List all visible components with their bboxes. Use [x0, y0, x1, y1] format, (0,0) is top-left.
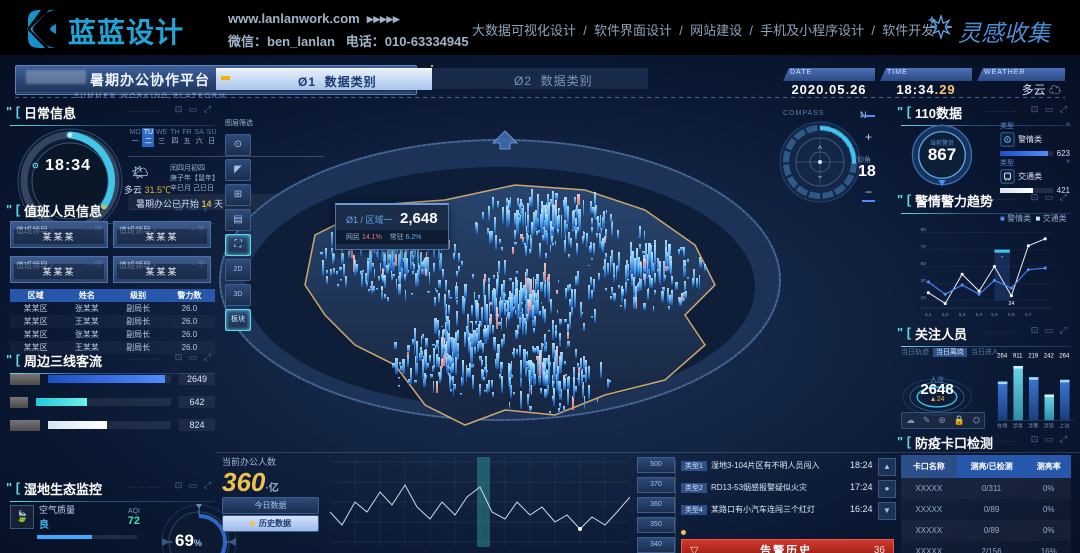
- svg-text:24: 24: [1008, 301, 1014, 307]
- svg-text:50: 50: [921, 261, 927, 266]
- svg-text:上访: 上访: [1059, 421, 1069, 429]
- svg-text:5.2: 5.2: [942, 312, 949, 317]
- svg-text:10: 10: [921, 295, 927, 300]
- svg-text:5.7: 5.7: [1025, 312, 1032, 317]
- svg-text:219: 219: [1028, 353, 1039, 359]
- svg-text:⌄: ⌄: [1000, 253, 1005, 259]
- svg-text:涉黑: 涉黑: [1028, 421, 1038, 429]
- svg-text:5.1: 5.1: [925, 312, 932, 317]
- svg-text:涉恐: 涉恐: [1044, 421, 1054, 429]
- svg-text:5.5: 5.5: [991, 312, 998, 317]
- svg-text:70: 70: [921, 244, 927, 249]
- svg-text:90: 90: [921, 227, 927, 232]
- svg-text:264: 264: [1059, 353, 1070, 359]
- svg-text:5.3: 5.3: [959, 312, 966, 317]
- svg-text:涉毒: 涉毒: [1013, 421, 1023, 429]
- svg-text:5.6: 5.6: [1008, 312, 1015, 317]
- svg-text:242: 242: [1044, 353, 1055, 359]
- svg-text:264: 264: [997, 353, 1008, 359]
- svg-text:911: 911: [1013, 353, 1023, 359]
- svg-text:⌄: ⌄: [816, 170, 824, 180]
- svg-text:在场: 在场: [997, 421, 1007, 429]
- svg-text:5.4: 5.4: [976, 312, 983, 317]
- svg-text:30: 30: [921, 278, 927, 283]
